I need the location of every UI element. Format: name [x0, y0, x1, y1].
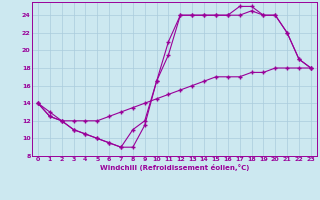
X-axis label: Windchill (Refroidissement éolien,°C): Windchill (Refroidissement éolien,°C)	[100, 164, 249, 171]
